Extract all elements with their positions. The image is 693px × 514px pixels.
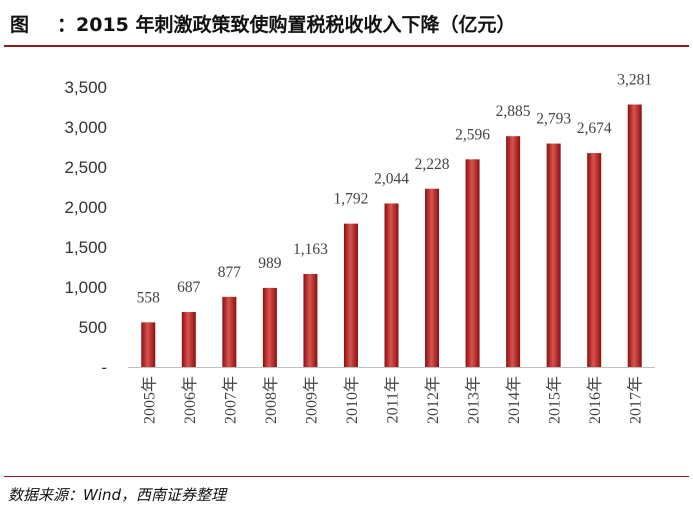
- data-label: 2,044: [374, 170, 409, 187]
- data-label: 2,793: [536, 111, 571, 128]
- chart-title-row: 图 ：2015 年刺激政策致使购置税税收收入下降（亿元）: [4, 4, 689, 42]
- bar: [181, 312, 196, 367]
- bar-layer: [141, 104, 642, 368]
- x-tick-label: 2012年: [424, 376, 442, 424]
- data-label: 989: [258, 255, 282, 272]
- chart-title: ：2015 年刺激政策致使购置税税收收入下降（亿元）: [57, 13, 516, 36]
- x-tick-label: 2016年: [586, 376, 604, 424]
- x-tick-label: 2015年: [546, 376, 564, 424]
- bar: [384, 203, 399, 367]
- bar: [465, 159, 480, 367]
- x-tick-label: 2009年: [302, 376, 320, 424]
- data-label: 2,885: [496, 103, 531, 120]
- y-tick-label: 2,000: [64, 198, 107, 217]
- x-tick-label: 2007年: [221, 376, 239, 424]
- x-tick-label: 2014年: [505, 376, 523, 424]
- y-tick-label: 3,000: [64, 118, 107, 137]
- y-tick-label: 3,500: [64, 78, 107, 97]
- x-tick-label: 2008年: [262, 376, 280, 424]
- y-tick-label: 2,500: [64, 158, 107, 177]
- axis-layer: - 500 1,000 1,500 2,000 2,500 3,000 3,500: [64, 78, 655, 377]
- data-label: 877: [218, 264, 242, 281]
- figure-label: 图: [10, 13, 30, 36]
- data-label: 1,163: [293, 241, 328, 258]
- x-tick-label: 2006年: [181, 376, 199, 424]
- x-tick-label: 2005年: [140, 376, 158, 424]
- bar: [627, 104, 642, 368]
- x-tick-label: 2013年: [465, 376, 483, 424]
- bar: [343, 223, 358, 367]
- title-divider: [4, 45, 689, 47]
- bar: [222, 296, 237, 367]
- bar: [546, 143, 561, 367]
- bar: [262, 287, 277, 367]
- bar: [141, 322, 156, 367]
- y-tick-label: 1,500: [64, 238, 107, 257]
- data-source: 数据来源：Wind，西南证券整理: [8, 486, 227, 504]
- y-tick-label: -: [101, 358, 107, 377]
- bar: [425, 188, 440, 367]
- bar: [506, 136, 521, 367]
- x-tick-label: 2017年: [627, 376, 645, 424]
- data-label: 558: [137, 289, 161, 306]
- bar: [303, 273, 318, 367]
- label-layer: 558 2005年 687 2006年 877 2007年 989 2008年 1,163 200…: [137, 72, 653, 424]
- data-label: 3,281: [617, 72, 652, 89]
- data-label: 1,792: [334, 191, 369, 208]
- bar: [587, 153, 602, 367]
- x-tick-label: 2010年: [343, 376, 361, 424]
- y-tick-label: 500: [79, 318, 107, 337]
- footer-divider: [4, 476, 689, 477]
- data-label: 2,674: [577, 120, 612, 137]
- data-label: 2,596: [455, 126, 490, 143]
- data-label: 687: [177, 279, 201, 296]
- data-label: 2,228: [415, 156, 450, 173]
- x-tick-label: 2011年: [384, 376, 402, 423]
- y-tick-label: 1,000: [64, 278, 107, 297]
- bar-chart: - 500 1,000 1,500 2,000 2,500 3,000 3,500 558 20…: [64, 72, 655, 424]
